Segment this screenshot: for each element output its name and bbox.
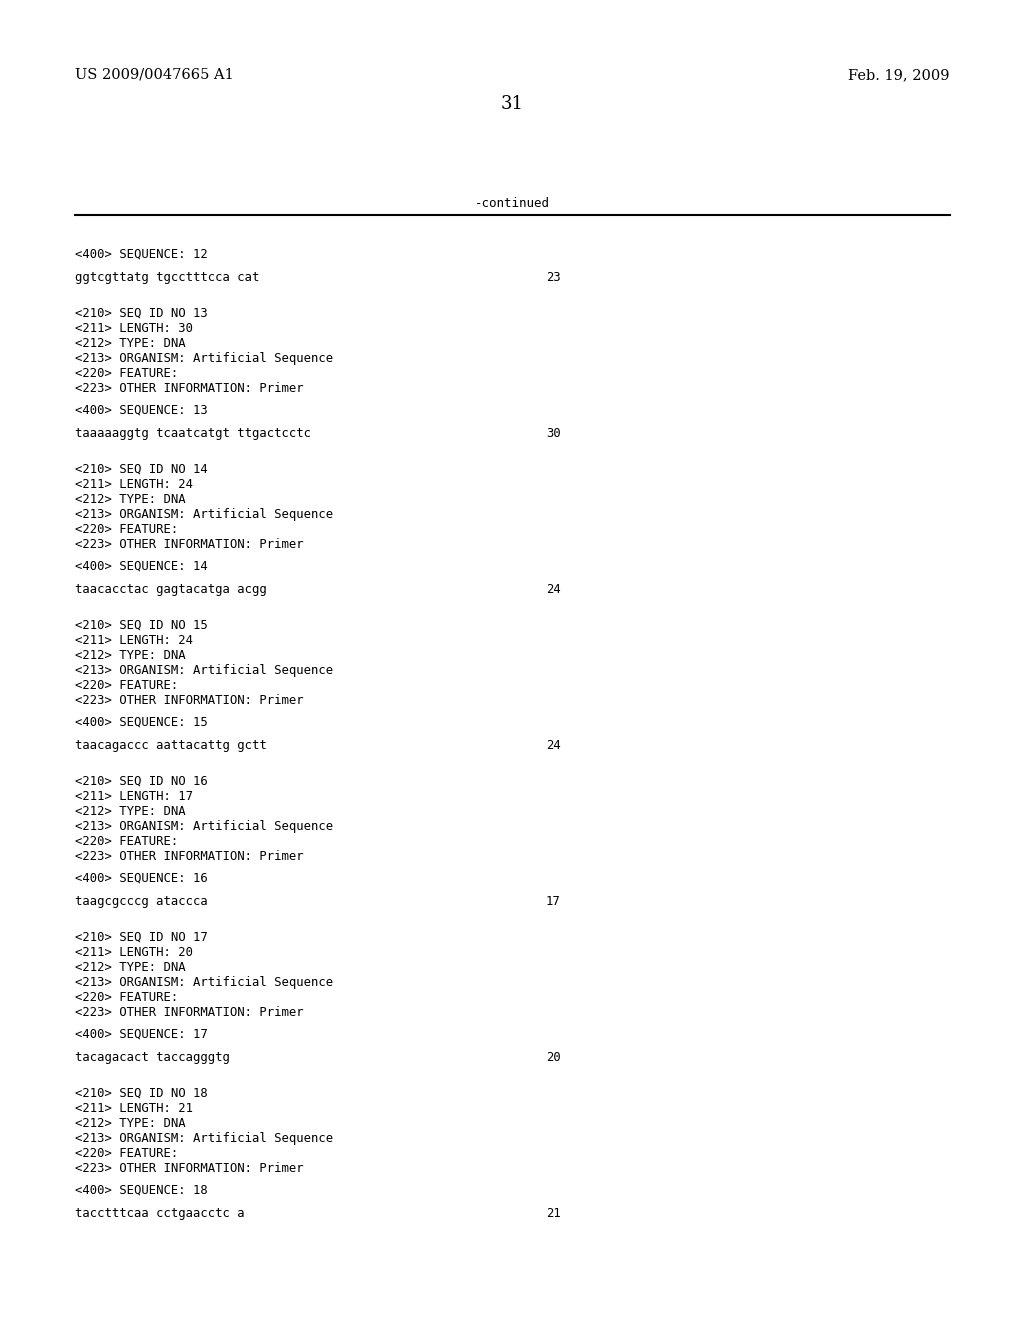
Text: 23: 23	[546, 271, 561, 284]
Text: taaaaaggtg tcaatcatgt ttgactcctc: taaaaaggtg tcaatcatgt ttgactcctc	[75, 426, 311, 440]
Text: -continued: -continued	[474, 197, 550, 210]
Text: <223> OTHER INFORMATION: Primer: <223> OTHER INFORMATION: Primer	[75, 850, 304, 863]
Text: Feb. 19, 2009: Feb. 19, 2009	[849, 69, 950, 82]
Text: <400> SEQUENCE: 12: <400> SEQUENCE: 12	[75, 248, 208, 261]
Text: <400> SEQUENCE: 16: <400> SEQUENCE: 16	[75, 873, 208, 884]
Text: taacagaccc aattacattg gctt: taacagaccc aattacattg gctt	[75, 739, 266, 752]
Text: tacctttcaa cctgaacctc a: tacctttcaa cctgaacctc a	[75, 1206, 245, 1220]
Text: <210> SEQ ID NO 14: <210> SEQ ID NO 14	[75, 463, 208, 477]
Text: <400> SEQUENCE: 13: <400> SEQUENCE: 13	[75, 404, 208, 417]
Text: 31: 31	[501, 95, 523, 114]
Text: <212> TYPE: DNA: <212> TYPE: DNA	[75, 649, 185, 663]
Text: <400> SEQUENCE: 15: <400> SEQUENCE: 15	[75, 715, 208, 729]
Text: <400> SEQUENCE: 17: <400> SEQUENCE: 17	[75, 1028, 208, 1041]
Text: <212> TYPE: DNA: <212> TYPE: DNA	[75, 1117, 185, 1130]
Text: <212> TYPE: DNA: <212> TYPE: DNA	[75, 492, 185, 506]
Text: <223> OTHER INFORMATION: Primer: <223> OTHER INFORMATION: Primer	[75, 539, 304, 550]
Text: <213> ORGANISM: Artificial Sequence: <213> ORGANISM: Artificial Sequence	[75, 820, 333, 833]
Text: <223> OTHER INFORMATION: Primer: <223> OTHER INFORMATION: Primer	[75, 381, 304, 395]
Text: <210> SEQ ID NO 18: <210> SEQ ID NO 18	[75, 1086, 208, 1100]
Text: <212> TYPE: DNA: <212> TYPE: DNA	[75, 337, 185, 350]
Text: 24: 24	[546, 739, 561, 752]
Text: 24: 24	[546, 583, 561, 597]
Text: <223> OTHER INFORMATION: Primer: <223> OTHER INFORMATION: Primer	[75, 694, 304, 708]
Text: <211> LENGTH: 20: <211> LENGTH: 20	[75, 946, 193, 960]
Text: <400> SEQUENCE: 14: <400> SEQUENCE: 14	[75, 560, 208, 573]
Text: <211> LENGTH: 17: <211> LENGTH: 17	[75, 789, 193, 803]
Text: <220> FEATURE:: <220> FEATURE:	[75, 367, 178, 380]
Text: <223> OTHER INFORMATION: Primer: <223> OTHER INFORMATION: Primer	[75, 1162, 304, 1175]
Text: <213> ORGANISM: Artificial Sequence: <213> ORGANISM: Artificial Sequence	[75, 508, 333, 521]
Text: <212> TYPE: DNA: <212> TYPE: DNA	[75, 961, 185, 974]
Text: US 2009/0047665 A1: US 2009/0047665 A1	[75, 69, 233, 82]
Text: <210> SEQ ID NO 15: <210> SEQ ID NO 15	[75, 619, 208, 632]
Text: <220> FEATURE:: <220> FEATURE:	[75, 678, 178, 692]
Text: <220> FEATURE:: <220> FEATURE:	[75, 1147, 178, 1160]
Text: 21: 21	[546, 1206, 561, 1220]
Text: <211> LENGTH: 30: <211> LENGTH: 30	[75, 322, 193, 335]
Text: <211> LENGTH: 21: <211> LENGTH: 21	[75, 1102, 193, 1115]
Text: <213> ORGANISM: Artificial Sequence: <213> ORGANISM: Artificial Sequence	[75, 1133, 333, 1144]
Text: <213> ORGANISM: Artificial Sequence: <213> ORGANISM: Artificial Sequence	[75, 664, 333, 677]
Text: <210> SEQ ID NO 13: <210> SEQ ID NO 13	[75, 308, 208, 319]
Text: <400> SEQUENCE: 18: <400> SEQUENCE: 18	[75, 1184, 208, 1197]
Text: taacacctac gagtacatga acgg: taacacctac gagtacatga acgg	[75, 583, 266, 597]
Text: <211> LENGTH: 24: <211> LENGTH: 24	[75, 634, 193, 647]
Text: <220> FEATURE:: <220> FEATURE:	[75, 523, 178, 536]
Text: 17: 17	[546, 895, 561, 908]
Text: 30: 30	[546, 426, 561, 440]
Text: ggtcgttatg tgcctttcca cat: ggtcgttatg tgcctttcca cat	[75, 271, 259, 284]
Text: tacagacact taccagggtg: tacagacact taccagggtg	[75, 1051, 229, 1064]
Text: <223> OTHER INFORMATION: Primer: <223> OTHER INFORMATION: Primer	[75, 1006, 304, 1019]
Text: taagcgcccg ataccca: taagcgcccg ataccca	[75, 895, 208, 908]
Text: <211> LENGTH: 24: <211> LENGTH: 24	[75, 478, 193, 491]
Text: <212> TYPE: DNA: <212> TYPE: DNA	[75, 805, 185, 818]
Text: <220> FEATURE:: <220> FEATURE:	[75, 991, 178, 1005]
Text: <213> ORGANISM: Artificial Sequence: <213> ORGANISM: Artificial Sequence	[75, 352, 333, 366]
Text: <213> ORGANISM: Artificial Sequence: <213> ORGANISM: Artificial Sequence	[75, 975, 333, 989]
Text: <210> SEQ ID NO 17: <210> SEQ ID NO 17	[75, 931, 208, 944]
Text: 20: 20	[546, 1051, 561, 1064]
Text: <210> SEQ ID NO 16: <210> SEQ ID NO 16	[75, 775, 208, 788]
Text: <220> FEATURE:: <220> FEATURE:	[75, 836, 178, 847]
